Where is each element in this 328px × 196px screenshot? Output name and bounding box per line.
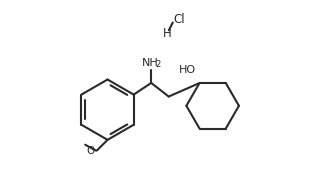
Text: NH: NH — [142, 58, 159, 68]
Text: 2: 2 — [155, 61, 160, 70]
Text: O: O — [86, 146, 94, 156]
Text: H: H — [163, 27, 171, 40]
Text: Cl: Cl — [174, 13, 185, 26]
Text: HO: HO — [179, 65, 196, 75]
